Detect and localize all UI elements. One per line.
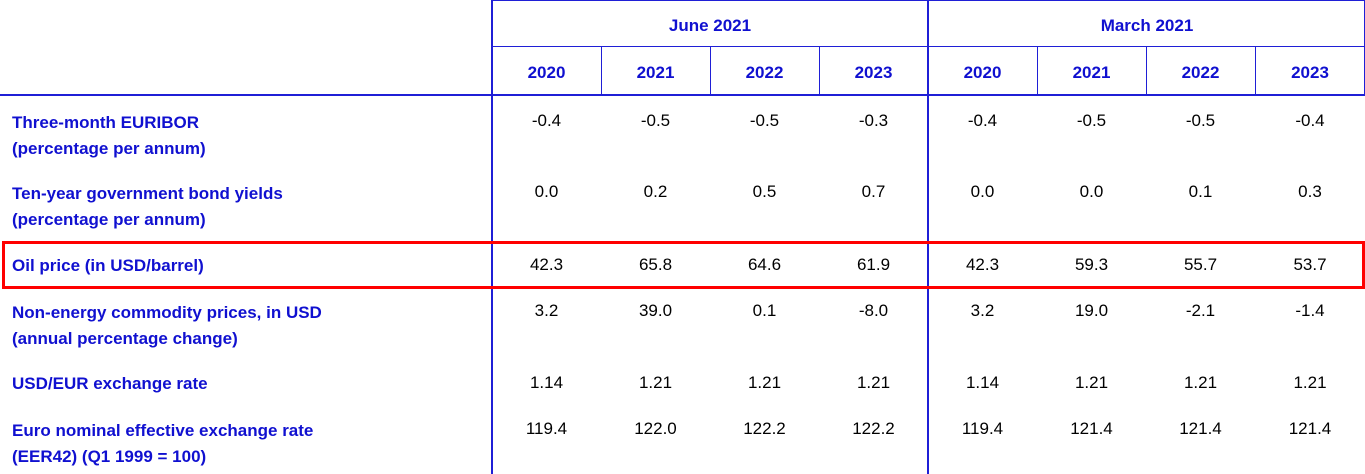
- row-label-line: USD/EUR exchange rate: [12, 374, 208, 393]
- table-cell: 0.0: [1079, 182, 1104, 201]
- row-label-line: Three-month EURIBOR: [12, 113, 199, 132]
- table-cell: -0.5: [640, 111, 671, 130]
- table-cell: 0.1: [752, 301, 777, 320]
- year-column-divider: [1146, 47, 1147, 94]
- row-label: USD/EUR exchange rate: [12, 371, 208, 397]
- table-cell: -2.1: [1185, 301, 1216, 320]
- table-cell: 0.0: [970, 182, 995, 201]
- table-cell: 1.21: [638, 373, 673, 392]
- year-column-divider: [1037, 47, 1038, 94]
- year-column-divider: [710, 47, 711, 94]
- table-cell: 61.9: [856, 255, 891, 274]
- row-label-line: Oil price (in USD/barrel): [12, 256, 204, 275]
- table-cell: -0.5: [1185, 111, 1216, 130]
- row-label-line: (EER42) (Q1 1999 = 100): [12, 447, 207, 466]
- table-cell: 121.4: [1288, 419, 1332, 438]
- table-cell: 0.3: [1298, 182, 1322, 201]
- table-cell: 53.7: [1293, 255, 1327, 274]
- year-header: 2022: [745, 63, 784, 82]
- row-label-line: Ten-year government bond yields: [12, 184, 283, 203]
- table-cell: 39.0: [638, 301, 673, 320]
- table-cell: 1.21: [747, 373, 782, 392]
- row-label: Three-month EURIBOR (percentage per annum…: [12, 110, 206, 162]
- table-cell: 0.7: [861, 182, 886, 201]
- label-column-divider: [491, 0, 493, 474]
- table-cell: 119.4: [961, 419, 1004, 438]
- row-label: Euro nominal effective exchange rate (EER…: [12, 418, 313, 470]
- header-bottom-border: [0, 94, 1365, 96]
- table-cell: 119.4: [525, 419, 568, 438]
- table-cell: 1.21: [1293, 373, 1327, 392]
- table-cell: -0.4: [1295, 111, 1325, 130]
- table-cell: 1.21: [1074, 373, 1109, 392]
- table-cell: 0.0: [534, 182, 559, 201]
- year-header: 2022: [1181, 63, 1220, 82]
- table-cell: 3.2: [970, 301, 995, 320]
- group-divider: [927, 0, 929, 474]
- table-cell: 121.4: [1070, 419, 1113, 438]
- table-cell: -0.3: [858, 111, 889, 130]
- table-cell: 42.3: [529, 255, 564, 274]
- year-header: 2021: [636, 63, 675, 82]
- table-cell: 3.2: [534, 301, 559, 320]
- table-cell: 121.4: [1179, 419, 1222, 438]
- year-header: 2021: [1072, 63, 1111, 82]
- year-header: 2023: [1291, 63, 1329, 82]
- table-cell: -8.0: [858, 301, 889, 320]
- row-label: Oil price (in USD/barrel): [12, 253, 204, 279]
- row-label-line: Non-energy commodity prices, in USD: [12, 303, 322, 322]
- table-cell: 1.21: [1183, 373, 1218, 392]
- table-cell: 1.14: [965, 373, 1000, 392]
- row-label: Ten-year government bond yields (percenta…: [12, 181, 283, 233]
- row-label-line: Euro nominal effective exchange rate: [12, 421, 314, 440]
- row-label-line: (percentage per annum): [12, 139, 206, 158]
- table-cell: 64.6: [747, 255, 782, 274]
- table-cell: 65.8: [638, 255, 673, 274]
- row-label: Non-energy commodity prices, in USD (annu…: [12, 300, 322, 352]
- year-column-divider: [601, 47, 602, 94]
- table-cell: 42.3: [965, 255, 1000, 274]
- year-column-divider: [819, 47, 820, 94]
- table-cell: -0.4: [531, 111, 562, 130]
- group-header: June 2021: [668, 16, 752, 35]
- table-cell: 1.21: [856, 373, 891, 392]
- highlight-box: [2, 241, 1365, 289]
- table-cell: 59.3: [1074, 255, 1109, 274]
- table-cell: -0.4: [967, 111, 998, 130]
- year-header: 2020: [963, 63, 1002, 82]
- year-column-divider: [1255, 47, 1256, 94]
- table-cell: 0.1: [1188, 182, 1213, 201]
- table-cell: -1.4: [1295, 301, 1325, 320]
- table-cell: 19.0: [1074, 301, 1109, 320]
- year-header: 2020: [527, 63, 566, 82]
- group-header: March 2021: [1100, 16, 1194, 35]
- table-cell: -0.5: [1076, 111, 1107, 130]
- table-cell: 1.14: [529, 373, 564, 392]
- table-cell: 0.5: [752, 182, 777, 201]
- table-cell: 55.7: [1183, 255, 1218, 274]
- row-label-line: (annual percentage change): [12, 329, 238, 348]
- year-header: 2023: [854, 63, 893, 82]
- table-cell: 122.2: [743, 419, 786, 438]
- table-cell: 122.2: [852, 419, 895, 438]
- table-cell: -0.5: [749, 111, 780, 130]
- table-cell: 0.2: [643, 182, 668, 201]
- row-label-line: (percentage per annum): [12, 210, 206, 229]
- table-cell: 122.0: [634, 419, 677, 438]
